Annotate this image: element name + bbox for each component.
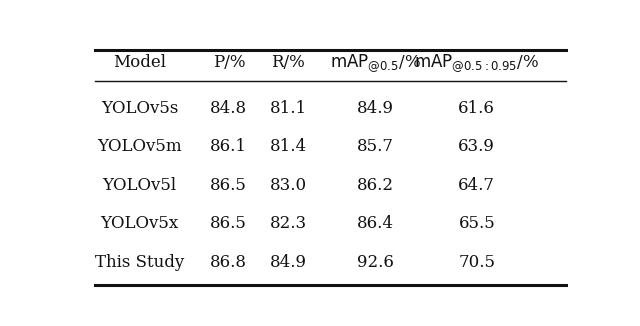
Text: 64.7: 64.7	[458, 177, 495, 194]
Text: 81.4: 81.4	[269, 138, 307, 155]
Text: R/%: R/%	[271, 54, 305, 71]
Text: 82.3: 82.3	[269, 215, 307, 232]
Text: 92.6: 92.6	[356, 254, 394, 271]
Text: YOLOv5s: YOLOv5s	[101, 100, 178, 117]
Text: 86.5: 86.5	[211, 177, 247, 194]
Text: 84.9: 84.9	[356, 100, 394, 117]
Text: 83.0: 83.0	[269, 177, 307, 194]
Text: 70.5: 70.5	[458, 254, 495, 271]
Text: $\mathrm{mAP}_{@0.5}$/%: $\mathrm{mAP}_{@0.5}$/%	[330, 52, 420, 74]
Text: 84.9: 84.9	[270, 254, 307, 271]
Text: 86.1: 86.1	[211, 138, 247, 155]
Text: 86.4: 86.4	[356, 215, 394, 232]
Text: 86.5: 86.5	[211, 215, 247, 232]
Text: 63.9: 63.9	[458, 138, 495, 155]
Text: 86.2: 86.2	[356, 177, 394, 194]
Text: YOLOv5l: YOLOv5l	[102, 177, 177, 194]
Text: YOLOv5m: YOLOv5m	[97, 138, 182, 155]
Text: Model: Model	[113, 54, 166, 71]
Text: 85.7: 85.7	[356, 138, 394, 155]
Text: YOLOv5x: YOLOv5x	[100, 215, 179, 232]
Text: 81.1: 81.1	[269, 100, 307, 117]
Text: 61.6: 61.6	[458, 100, 495, 117]
Text: P/%: P/%	[212, 54, 245, 71]
Text: 84.8: 84.8	[210, 100, 248, 117]
Text: This Study: This Study	[95, 254, 184, 271]
Text: $\mathrm{mAP}_{@0.5{:}0.95}$/%: $\mathrm{mAP}_{@0.5{:}0.95}$/%	[414, 52, 540, 74]
Text: 65.5: 65.5	[458, 215, 495, 232]
Text: 86.8: 86.8	[211, 254, 247, 271]
